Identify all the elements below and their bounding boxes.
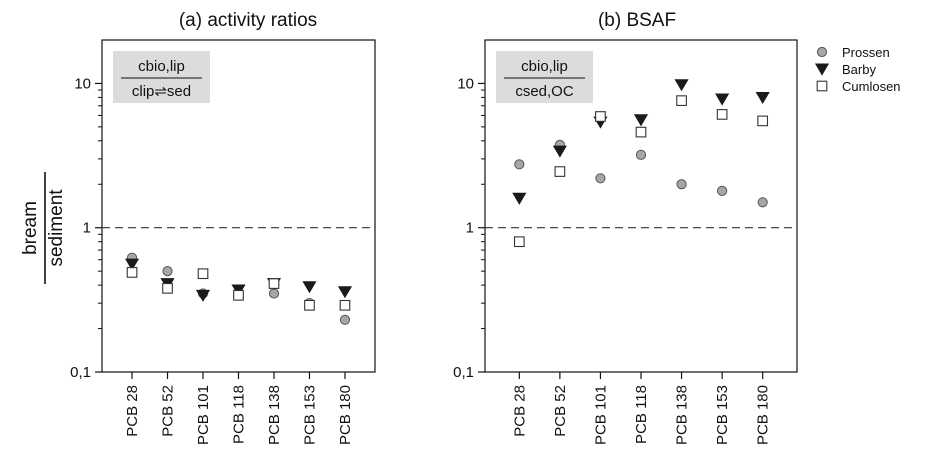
data-point-barby — [633, 114, 649, 127]
data-point-prossen — [717, 185, 728, 196]
data-point-cumlosen — [162, 282, 173, 294]
data-point-cumlosen — [268, 278, 280, 289]
data-point-prossen — [162, 266, 173, 277]
data-point-prossen — [595, 173, 606, 184]
formula-numerator: cbio,lip — [138, 58, 185, 75]
data-point-cumlosen — [197, 268, 209, 280]
data-point-barby — [674, 79, 689, 92]
x-category-label: PCB 28 — [124, 385, 141, 437]
formula-background — [496, 51, 593, 103]
legend-background — [812, 38, 946, 96]
legend-item-prossen: Prossen — [816, 45, 890, 60]
legend-label: Barby — [842, 62, 876, 77]
y-tick-label: 1 — [83, 220, 91, 237]
x-category-label: PCB 52 — [160, 385, 177, 437]
x-category-label: PCB 101 — [195, 385, 212, 445]
data-point-prossen — [339, 314, 351, 325]
data-point-cumlosen — [233, 289, 244, 301]
y-tick-label: 10 — [74, 75, 91, 92]
x-category-label: PCB 28 — [511, 385, 528, 437]
data-point-barby — [337, 286, 353, 299]
x-category-label: PCB 180 — [337, 385, 354, 445]
data-point-barby — [302, 281, 317, 294]
legend-item-cumlosen: Cumlosen — [816, 79, 901, 94]
panel-title: (b) BSAF — [598, 10, 676, 31]
data-point-prossen — [676, 179, 687, 190]
data-point-barby — [195, 289, 211, 302]
panel-activity-ratios: (a) activity ratios 0,1 1 10 cbio,lip clip⇌se… — [70, 10, 376, 445]
x-category-label: PCB 153 — [714, 385, 731, 445]
formula-denominator: csed,OC — [515, 83, 574, 100]
data-point-cumlosen — [635, 126, 647, 138]
x-category-label: PCB 118 — [231, 385, 248, 444]
data-point-barby — [755, 91, 770, 104]
data-point-prossen — [514, 159, 525, 170]
panel-title: (a) activity ratios — [179, 10, 317, 31]
x-category-label: PCB 138 — [674, 385, 691, 445]
x-category-label: PCB 101 — [592, 385, 609, 445]
legend-marker-barby — [814, 63, 830, 76]
data-point-cumlosen — [716, 109, 728, 120]
y-tick-label: 10 — [457, 75, 474, 92]
data-point-barby — [552, 145, 567, 158]
x-category-label: PCB 52 — [552, 385, 569, 437]
legend-item-barby: Barby — [814, 62, 876, 77]
y-label-denominator: sediment — [46, 189, 67, 267]
x-category-label: PCB 118 — [633, 385, 650, 444]
data-point-cumlosen — [126, 267, 138, 278]
legend-label: Cumlosen — [842, 79, 901, 94]
data-point-barby — [124, 258, 140, 271]
y-tick-label: 0,1 — [70, 364, 91, 381]
formula-background — [113, 51, 210, 103]
formula-numerator: cbio,lip — [521, 58, 568, 75]
panel-bsaf: (b) BSAF 0,1 1 10 cbio,lip csed,OC PCB 28 PCB 5… — [453, 10, 798, 445]
formula-box: cbio,lip clip⇌sed — [113, 51, 210, 103]
formula-box: cbio,lip csed,OC — [496, 51, 593, 103]
data-point-prossen — [268, 288, 280, 299]
legend-marker-cumlosen — [816, 80, 828, 92]
data-point-cumlosen — [676, 95, 687, 106]
data-point-cumlosen — [757, 115, 769, 127]
data-point-barby — [715, 93, 730, 106]
legend: Prossen Barby Cumlosen — [812, 38, 946, 96]
y-tick-label: 0,1 — [453, 364, 474, 381]
data-point-cumlosen — [595, 111, 606, 122]
legend-marker-prossen — [816, 46, 828, 58]
formula-denominator: clip⇌sed — [132, 83, 191, 100]
x-category-label: PCB 180 — [755, 385, 772, 445]
data-point-cumlosen — [339, 299, 351, 311]
data-point-cumlosen — [554, 166, 566, 177]
data-point-barby — [512, 192, 527, 205]
x-category-label: PCB 153 — [301, 385, 318, 445]
data-point-prossen — [757, 197, 768, 208]
y-label-numerator: bream — [20, 201, 41, 255]
data-point-cumlosen — [304, 299, 315, 311]
y-axis-label: bream sediment — [20, 172, 67, 284]
data-point-cumlosen — [513, 236, 525, 248]
data-point-prossen — [635, 149, 647, 160]
legend-label: Prossen — [842, 45, 890, 60]
y-tick-label: 1 — [466, 220, 474, 237]
x-category-label: PCB 138 — [266, 385, 283, 445]
